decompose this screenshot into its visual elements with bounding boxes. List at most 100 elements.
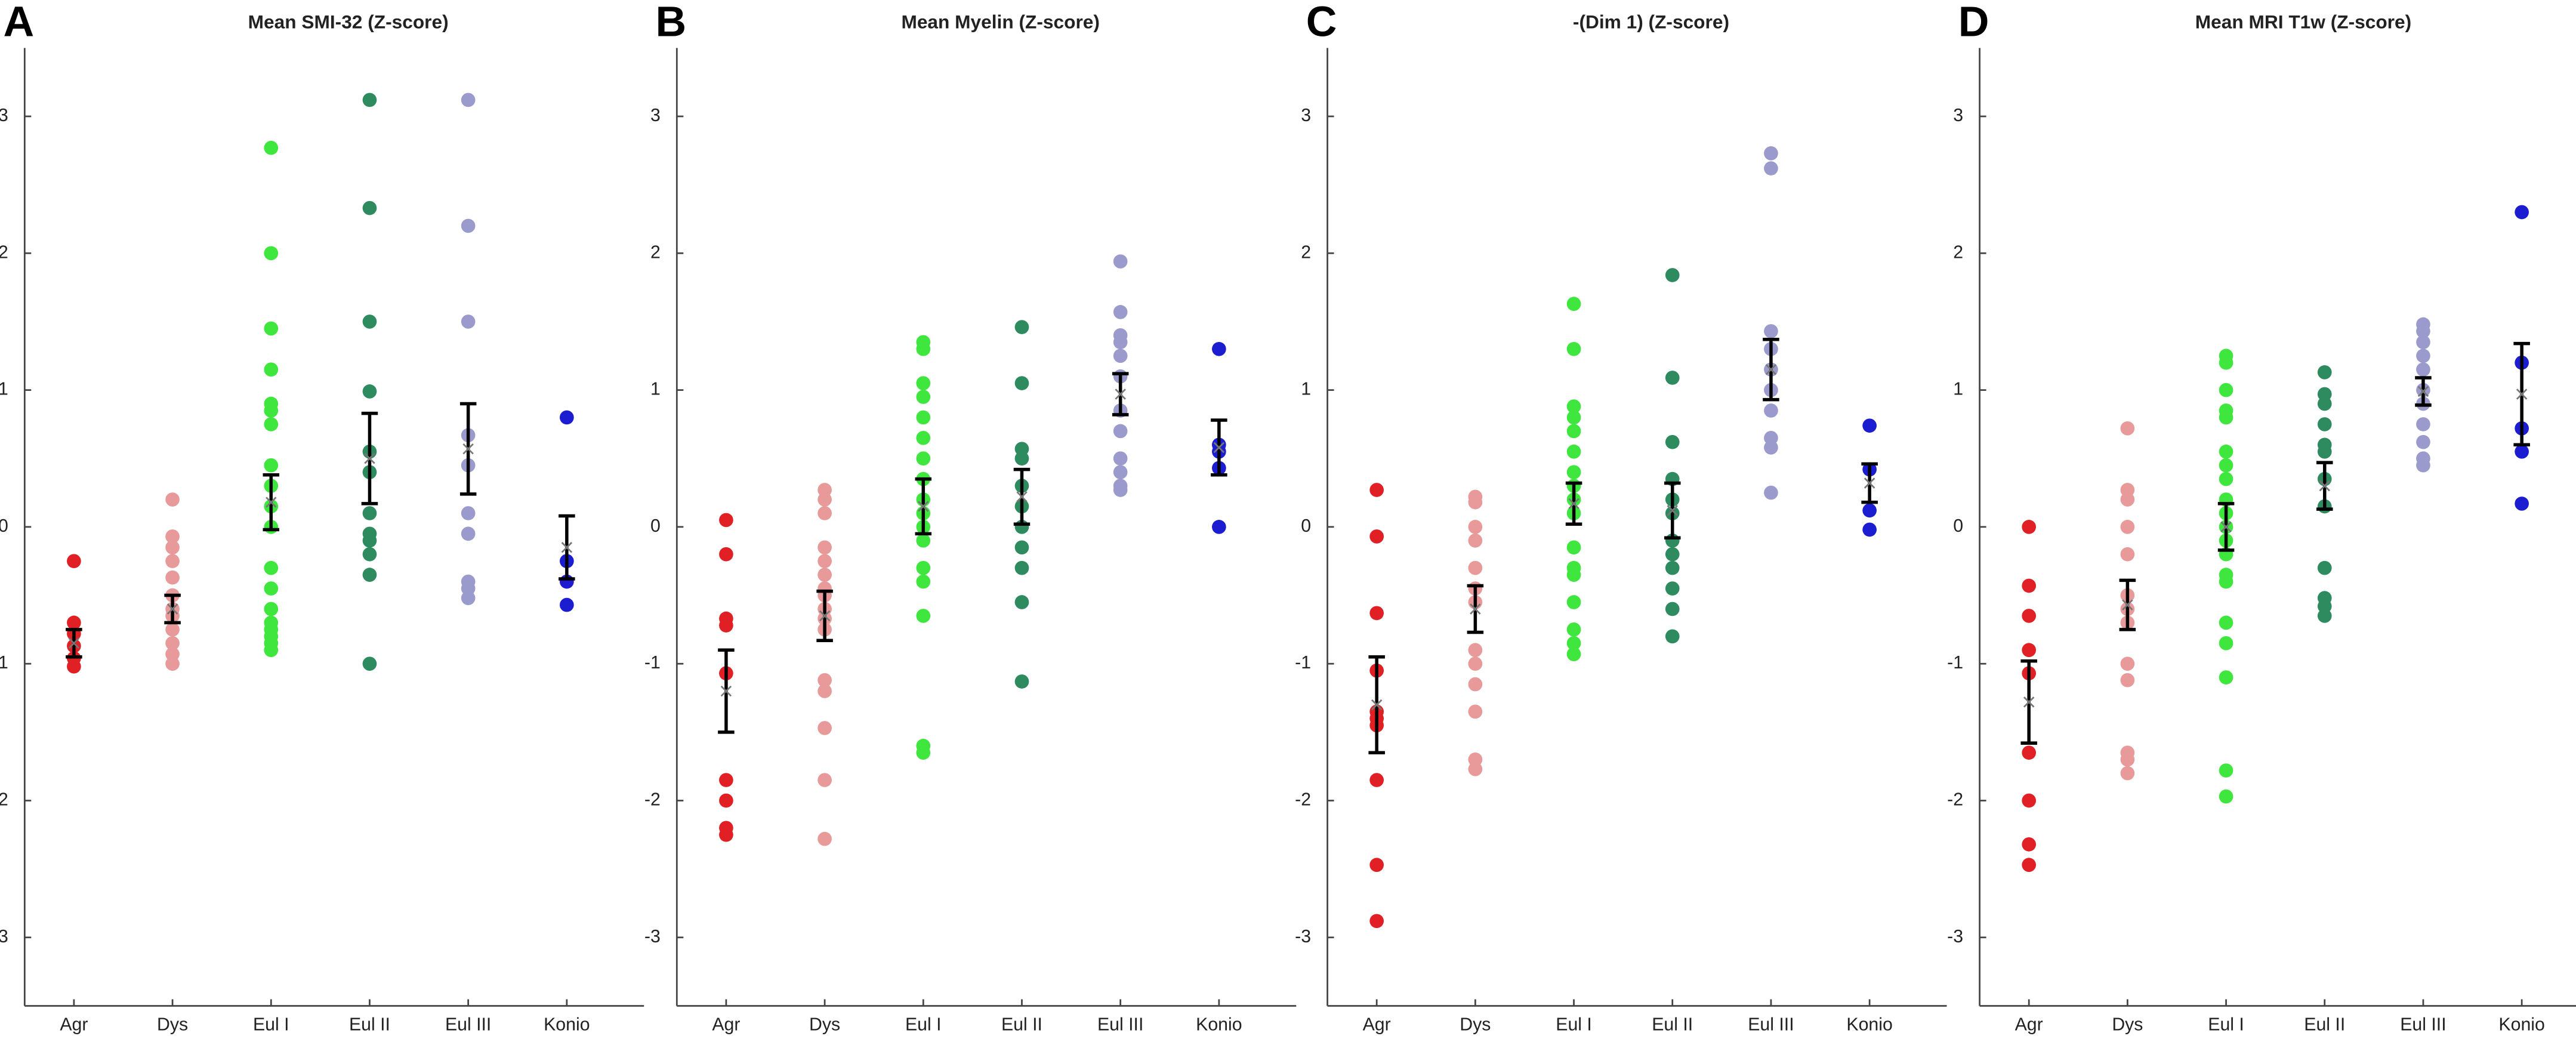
data-point [1113,254,1128,269]
data-point [2219,444,2233,459]
x-tick-label: Eul II [2304,1015,2345,1034]
mean-marker [1765,363,1777,375]
x-tick-label: Eul III [2400,1015,2446,1034]
y-tick-label: 2 [650,242,661,262]
y-tick-label: -3 [644,927,661,946]
y-tick-label: -2 [1295,790,1311,809]
chart-title: Mean Myelin (Z-score) [901,11,1099,32]
data-point [264,458,279,473]
data-point [2219,383,2233,397]
data-point [817,568,832,582]
chart-title: Mean MRI T1w (Z-score) [2195,11,2411,32]
data-point [1566,636,1581,650]
y-tick-label: -1 [1947,653,1963,673]
data-point [2022,609,2037,623]
y-tick-label: 3 [650,106,661,125]
x-tick-label: Eul I [2208,1015,2244,1034]
data-point [362,315,377,329]
y-tick-label: 1 [1301,380,1311,399]
data-point [1468,520,1483,534]
data-point [1468,560,1483,575]
data-point [817,721,832,735]
data-point [264,140,279,155]
mean-marker [1213,442,1225,454]
data-point [165,529,180,544]
data-point [165,554,180,569]
data-point [1014,540,1029,555]
x-tick-label: Eul III [1748,1015,1794,1034]
data-point [1764,161,1778,175]
data-point [916,390,931,404]
x-tick-label: Konio [2498,1015,2544,1034]
x-tick-label: Eul I [253,1015,289,1034]
data-point [817,492,832,507]
data-point [1566,647,1581,661]
y-tick-label: 2 [0,242,8,262]
data-point [264,246,279,261]
data-point [2022,520,2037,534]
x-tick-label: Agr [1363,1015,1391,1034]
data-point [916,574,931,589]
data-point [2416,362,2430,377]
y-tick-label: 2 [1953,242,1963,262]
data-point [264,643,279,658]
data-point [264,560,279,575]
data-point [916,410,931,425]
panel-letter: B [656,0,687,46]
data-point [1764,324,1778,338]
data-point [1665,371,1680,385]
mean-marker [561,542,573,553]
data-point [2317,609,2332,623]
data-point [1665,581,1680,596]
data-point [1468,677,1483,692]
data-point [2120,547,2135,562]
data-point [2317,444,2332,459]
data-point [2120,656,2135,671]
data-point [2317,560,2332,575]
x-tick-label: Eul I [1556,1015,1592,1034]
data-point [1113,335,1128,350]
data-point [1566,424,1581,439]
x-tick-label: Konio [1846,1015,1892,1034]
data-point [2219,574,2233,589]
data-point [719,547,733,562]
mean-marker [1115,389,1126,400]
data-point [1369,858,1384,872]
data-point [2416,417,2430,431]
data-point [461,218,476,233]
data-point [461,93,476,107]
chart-title: -(Dim 1) (Z-score) [1573,11,1729,32]
data-point [916,376,931,390]
x-tick-label: Agr [2015,1015,2043,1034]
x-tick-label: Dys [2112,1015,2143,1034]
mean-marker [720,685,732,697]
data-point [1566,540,1581,555]
data-point [2317,365,2332,380]
data-point [2219,410,2233,425]
y-tick-label: 3 [1953,106,1963,125]
data-point [1468,761,1483,776]
data-point [2416,335,2430,350]
data-point [2317,417,2332,431]
data-point [1764,485,1778,500]
data-point [67,659,81,674]
data-point [1113,349,1128,363]
data-point [1665,602,1680,616]
y-tick-label: -1 [0,653,8,673]
data-point [1764,403,1778,418]
data-point [719,618,733,633]
y-tick-label: 2 [1301,242,1311,262]
data-point [1113,305,1128,319]
mean-marker [462,443,474,455]
data-point [1468,495,1483,510]
data-point [362,533,377,548]
data-point [1468,533,1483,548]
data-point [461,506,476,520]
x-tick-label: Eul III [1097,1015,1143,1034]
data-point [817,554,832,569]
data-point [264,321,279,336]
y-tick-label: -2 [1947,790,1963,809]
y-tick-label: -1 [1295,653,1311,673]
data-point [264,417,279,431]
x-tick-label: Dys [157,1015,188,1034]
